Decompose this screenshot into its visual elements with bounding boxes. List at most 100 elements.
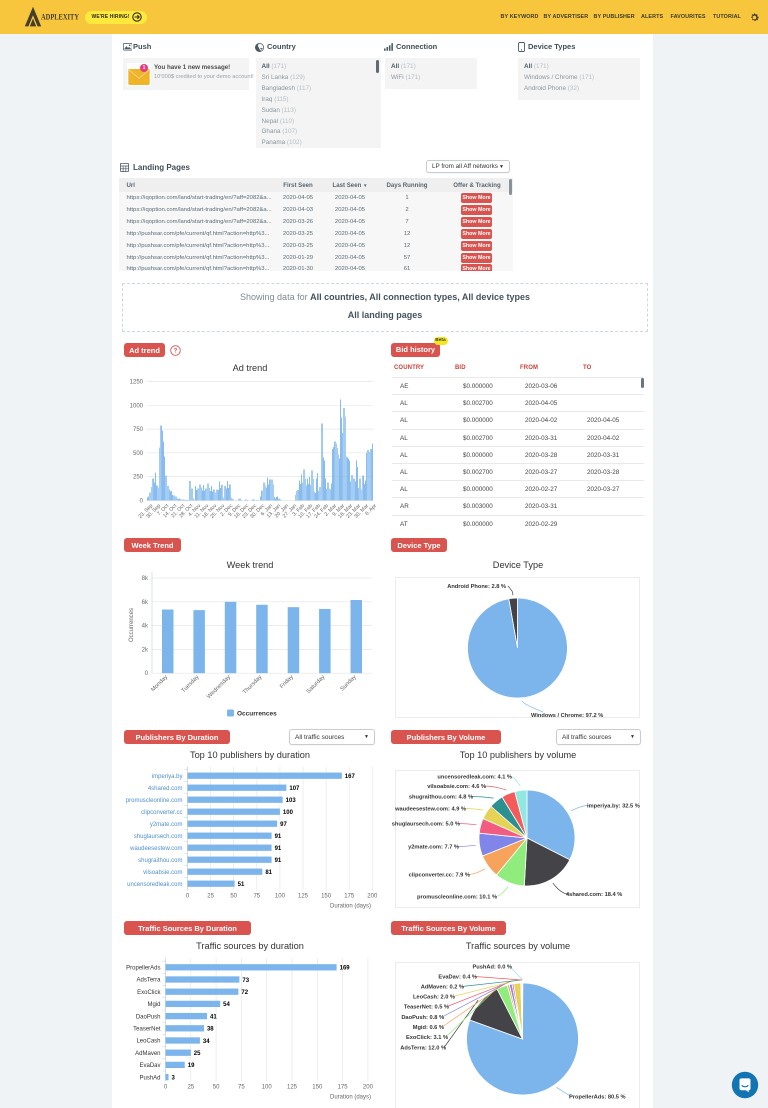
svg-text:100: 100 xyxy=(283,810,294,816)
svg-text:y2mate.com: 7.7 %: y2mate.com: 7.7 % xyxy=(408,845,459,851)
svg-text:1250: 1250 xyxy=(130,380,144,386)
svg-text:EvaDav: EvaDav xyxy=(139,1063,160,1069)
svg-text:LeoCash: LeoCash xyxy=(136,1039,160,1045)
svg-text:6k: 6k xyxy=(142,600,149,606)
svg-text:2k: 2k xyxy=(142,647,149,653)
svg-text:54: 54 xyxy=(223,1002,230,1008)
svg-text:0: 0 xyxy=(140,498,144,504)
svg-text:AdsTerra: AdsTerra xyxy=(136,978,161,984)
svg-text:150: 150 xyxy=(312,1085,323,1091)
svg-text:Monday: Monday xyxy=(150,674,169,693)
svg-text:EvaDav: 0.4 %: EvaDav: 0.4 % xyxy=(438,975,477,981)
svg-text:8k: 8k xyxy=(142,576,149,582)
svg-text:clipconverter.cc: 7.9 %: clipconverter.cc: 7.9 % xyxy=(409,873,470,879)
svg-text:34: 34 xyxy=(203,1039,210,1045)
svg-text:PropellerAds: 80.5 %: PropellerAds: 80.5 % xyxy=(569,1095,626,1101)
svg-text:shugraithou.com: shugraithou.com xyxy=(138,858,182,864)
svg-text:Occurrences: Occurrences xyxy=(237,711,277,718)
svg-text:waudeesestew.com: waudeesestew.com xyxy=(129,846,182,852)
svg-text:4shared.com: 18.4 %: 4shared.com: 18.4 % xyxy=(566,892,622,898)
svg-text:ExoClick: 3.1 %: ExoClick: 3.1 % xyxy=(406,1035,448,1041)
svg-text:100: 100 xyxy=(262,1085,273,1091)
svg-text:19: 19 xyxy=(188,1063,195,1069)
svg-text:imperiya.by: 32.5 %: imperiya.by: 32.5 % xyxy=(587,804,640,810)
svg-text:TeaserNet: 0.5 %: TeaserNet: 0.5 % xyxy=(404,1005,449,1011)
svg-text:81: 81 xyxy=(265,870,272,876)
svg-text:107: 107 xyxy=(289,786,300,792)
svg-text:25: 25 xyxy=(194,1051,201,1057)
svg-text:Sunday: Sunday xyxy=(340,674,358,692)
svg-text:750: 750 xyxy=(133,427,144,433)
svg-text:103: 103 xyxy=(286,798,297,804)
svg-text:shuglaursech.com: shuglaursech.com xyxy=(134,834,183,840)
svg-text:ExoClick: ExoClick xyxy=(137,990,161,996)
svg-text:91: 91 xyxy=(275,834,282,840)
svg-text:PushAd: PushAd xyxy=(139,1075,160,1081)
svg-text:4shared.com: 4shared.com xyxy=(148,786,183,792)
svg-text:imperiya.by: imperiya.by xyxy=(152,774,183,780)
svg-text:91: 91 xyxy=(275,858,282,864)
svg-text:25: 25 xyxy=(207,894,214,900)
svg-text:500: 500 xyxy=(133,451,144,457)
svg-text:167: 167 xyxy=(345,774,356,780)
svg-text:0: 0 xyxy=(164,1085,168,1091)
svg-text:125: 125 xyxy=(287,1085,298,1091)
svg-text:Week trend: Week trend xyxy=(227,560,274,570)
svg-text:promuscleonline.com: 10.1 %: promuscleonline.com: 10.1 % xyxy=(417,895,497,901)
svg-text:75: 75 xyxy=(253,894,260,900)
svg-text:125: 125 xyxy=(298,894,309,900)
svg-text:LeoCash: 2.0 %: LeoCash: 2.0 % xyxy=(413,995,455,1001)
svg-text:DaoPush: DaoPush xyxy=(136,1014,161,1020)
svg-text:Friday: Friday xyxy=(279,674,295,690)
svg-text:Occurrences: Occurrences xyxy=(129,608,135,642)
svg-text:Tuesday: Tuesday xyxy=(181,674,201,694)
svg-text:y2mate.com: y2mate.com xyxy=(150,822,183,828)
svg-text:Mgid: Mgid xyxy=(147,1002,160,1008)
svg-text:Android Phone: 2.8 %: Android Phone: 2.8 % xyxy=(447,584,506,590)
svg-text:Mgid: 0.6 %: Mgid: 0.6 % xyxy=(413,1025,444,1031)
svg-text:clipconverter.cc: clipconverter.cc xyxy=(141,810,182,816)
svg-text:DaoPush: 0.8 %: DaoPush: 0.8 % xyxy=(401,1015,444,1021)
svg-text:vilsoabsie.com: 4.6 %: vilsoabsie.com: 4.6 % xyxy=(427,784,486,790)
svg-text:91: 91 xyxy=(275,846,282,852)
svg-text:AdMaven: 0.2 %: AdMaven: 0.2 % xyxy=(421,985,464,991)
svg-text:AdsTerra: 12.0 %: AdsTerra: 12.0 % xyxy=(400,1046,446,1052)
svg-text:Duration (days): Duration (days) xyxy=(330,1095,371,1101)
svg-text:TeaserNet: TeaserNet xyxy=(133,1027,161,1033)
svg-text:1000: 1000 xyxy=(130,403,144,409)
svg-text:PushAd: 0.0 %: PushAd: 0.0 % xyxy=(472,965,512,971)
svg-text:175: 175 xyxy=(338,1085,349,1091)
svg-text:100: 100 xyxy=(275,894,286,900)
svg-text:200: 200 xyxy=(363,1085,374,1091)
svg-text:0: 0 xyxy=(145,671,149,677)
svg-text:PropellerAds: PropellerAds xyxy=(126,966,160,972)
svg-text:Wednesday: Wednesday xyxy=(206,674,232,700)
svg-text:waudeesestew.com: 4.9 %: waudeesestew.com: 4.9 % xyxy=(394,807,466,813)
svg-text:vilsoabsie.com: vilsoabsie.com xyxy=(143,870,182,876)
svg-text:Ad trend: Ad trend xyxy=(233,363,268,373)
svg-text:?: ? xyxy=(174,348,178,354)
svg-text:72: 72 xyxy=(241,990,248,996)
svg-text:ADPLEXITY: ADPLEXITY xyxy=(41,13,79,22)
svg-text:Saturday: Saturday xyxy=(306,674,327,695)
svg-text:Windows / Chrome: 97.2 %: Windows / Chrome: 97.2 % xyxy=(531,713,603,718)
svg-text:3: 3 xyxy=(172,1075,176,1081)
svg-text:51: 51 xyxy=(238,882,245,888)
svg-text:shugraithou.com: 4.8 %: shugraithou.com: 4.8 % xyxy=(409,795,473,801)
svg-text:41: 41 xyxy=(210,1014,217,1020)
svg-text:uncensoredleak.com: 4.1 %: uncensoredleak.com: 4.1 % xyxy=(437,775,512,781)
svg-text:75: 75 xyxy=(238,1085,245,1091)
svg-text:200: 200 xyxy=(367,894,378,900)
svg-text:shuglaursech.com: 5.0 %: shuglaursech.com: 5.0 % xyxy=(392,822,460,828)
svg-text:38: 38 xyxy=(207,1027,214,1033)
svg-text:Duration (days): Duration (days) xyxy=(330,904,371,910)
svg-text:250: 250 xyxy=(133,475,144,481)
svg-text:4k: 4k xyxy=(142,624,149,630)
svg-text:0: 0 xyxy=(186,894,190,900)
svg-text:promuscleonline.com: promuscleonline.com xyxy=(126,798,183,804)
svg-text:AdMaven: AdMaven xyxy=(135,1051,160,1057)
svg-text:169: 169 xyxy=(340,966,351,972)
svg-text:Thursday: Thursday xyxy=(242,674,263,695)
svg-text:97: 97 xyxy=(280,822,287,828)
svg-text:175: 175 xyxy=(344,894,355,900)
